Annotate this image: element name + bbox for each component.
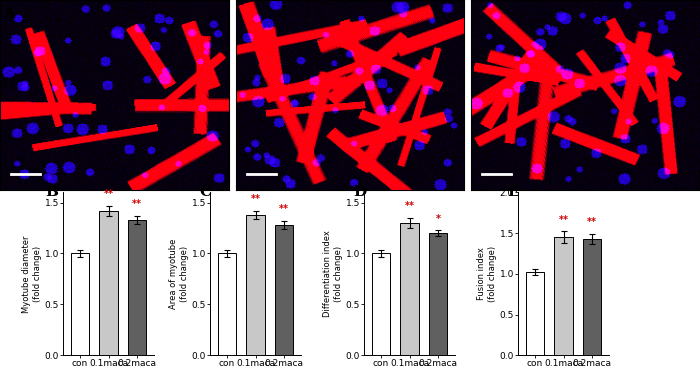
Text: **: **: [279, 204, 289, 214]
Bar: [99, 211, 118, 355]
Bar: [127, 220, 146, 355]
Y-axis label: Differentiation index
(fold change): Differentiation index (fold change): [323, 231, 343, 317]
Text: C: C: [199, 185, 211, 199]
Text: B: B: [46, 185, 59, 199]
Text: **: **: [587, 218, 597, 228]
Bar: [582, 239, 601, 355]
Bar: [554, 237, 573, 355]
Text: E: E: [508, 185, 519, 199]
Y-axis label: Fusion index
(fold change): Fusion index (fold change): [477, 246, 497, 302]
Bar: [372, 253, 391, 355]
Text: **: **: [132, 199, 142, 209]
Text: **: **: [251, 194, 260, 204]
Text: *: *: [435, 213, 440, 223]
Bar: [274, 225, 293, 355]
Text: **: **: [405, 201, 414, 211]
Text: **: **: [559, 215, 568, 225]
Y-axis label: Myotube diameter
(fold change): Myotube diameter (fold change): [22, 235, 42, 313]
Bar: [428, 233, 447, 355]
Bar: [246, 215, 265, 355]
Y-axis label: Area of myotube
(fold change): Area of myotube (fold change): [169, 239, 189, 309]
Bar: [526, 272, 545, 355]
Text: **: **: [104, 189, 113, 199]
Bar: [400, 223, 419, 355]
Bar: [218, 253, 237, 355]
Bar: [71, 253, 90, 355]
Text: A: A: [4, 7, 15, 21]
Text: D: D: [354, 185, 367, 199]
